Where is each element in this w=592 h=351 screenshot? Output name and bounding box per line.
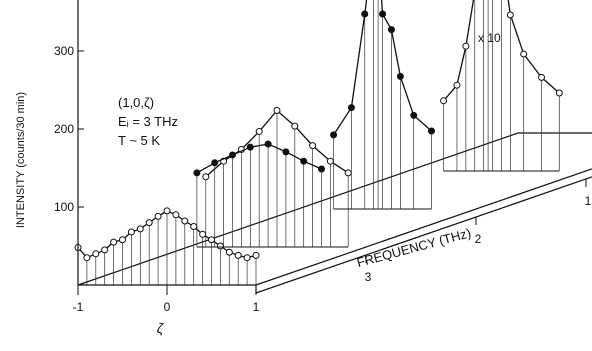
data-point — [282, 148, 290, 156]
data-point — [101, 246, 109, 254]
data-point — [506, 11, 514, 19]
data-point — [163, 207, 171, 215]
data-point — [252, 251, 260, 259]
data-point — [387, 26, 395, 34]
data-point — [208, 236, 215, 244]
data-point — [136, 225, 144, 233]
series-group — [440, 0, 563, 172]
x-tick-label: 1 — [253, 300, 260, 314]
data-point — [119, 236, 126, 244]
data-point — [246, 143, 254, 151]
data-point — [520, 50, 528, 58]
data-point — [291, 122, 299, 130]
data-point — [190, 223, 198, 230]
fit-curve — [443, 0, 560, 102]
data-point — [453, 81, 461, 89]
data-point — [344, 169, 352, 177]
data-point — [229, 151, 236, 159]
annotation-line-3: T ~ 5 K — [118, 133, 160, 148]
annotation-line-1: (1,0,ζ) — [118, 95, 154, 110]
series-group — [74, 207, 260, 286]
data-point — [216, 242, 224, 250]
data-point — [225, 248, 233, 256]
depth-axis-label: FREQUENCY (THz) — [355, 225, 472, 270]
data-point — [264, 140, 272, 148]
x-axis-label: ζ — [157, 320, 165, 336]
y-tick-label: 300 — [54, 44, 74, 58]
data-point — [318, 165, 325, 173]
data-point — [193, 169, 201, 177]
y-axis-label: INTENSITY (counts/30 min) — [15, 92, 27, 228]
data-point — [243, 254, 251, 262]
data-point — [309, 142, 317, 150]
data-point — [92, 250, 100, 258]
data-point — [273, 107, 281, 114]
data-point — [538, 73, 545, 81]
data-point — [462, 42, 470, 50]
data-point — [379, 10, 387, 18]
data-point — [255, 128, 263, 136]
data-point — [199, 230, 207, 238]
data-point — [347, 104, 355, 112]
x-tick-label: -1 — [73, 300, 84, 314]
data-point — [300, 157, 308, 165]
data-point — [154, 212, 162, 220]
data-point — [145, 219, 153, 227]
data-point — [330, 131, 338, 139]
x-tick-label: 0 — [164, 300, 171, 314]
depth-tick-label: 2 — [475, 232, 482, 246]
data-point — [127, 228, 135, 236]
depth-tick-label: 1 — [585, 194, 592, 208]
data-point — [440, 97, 448, 105]
data-point — [202, 173, 210, 181]
data-point — [410, 111, 418, 119]
y-tick-label: 100 — [54, 200, 74, 214]
annotation-line-2: Eᵢ = 3 THz — [118, 114, 178, 129]
data-point — [211, 159, 219, 167]
fit-curve — [333, 0, 432, 136]
scale-note: x 10 — [478, 31, 501, 45]
data-point — [555, 89, 563, 97]
data-point — [326, 157, 334, 165]
data-point — [181, 217, 189, 225]
data-point — [110, 238, 118, 246]
depth-tick-label: 3 — [365, 270, 372, 284]
data-point — [396, 72, 404, 80]
series-group — [330, 0, 435, 210]
series-group — [202, 107, 352, 248]
chart-floor — [77, 132, 592, 294]
data-point — [83, 254, 91, 262]
data-point — [361, 10, 369, 18]
data-point — [428, 127, 435, 135]
y-tick-label: 200 — [54, 122, 74, 136]
data-point — [234, 251, 242, 259]
data-point — [172, 211, 180, 219]
series-group — [193, 140, 325, 248]
